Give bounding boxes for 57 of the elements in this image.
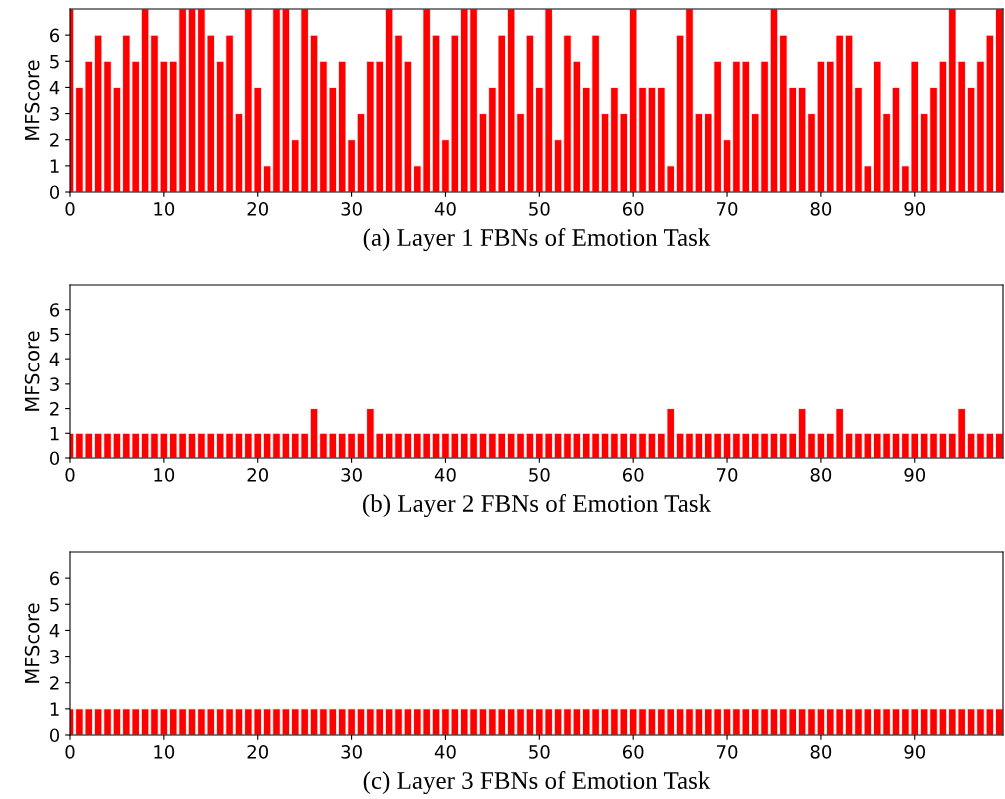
y-tick-label: 3 — [50, 650, 59, 664]
y-tick-label: 3 — [50, 377, 59, 391]
y-axis-title: MFScore — [24, 331, 40, 411]
text: (c) Layer 3 FBNs of Emotion Task — [363, 771, 711, 795]
x-tick-label: 70 — [717, 202, 738, 216]
x-tick-label: 60 — [622, 202, 644, 216]
x-tick-label: 90 — [904, 468, 926, 482]
y-tick-label: 2 — [50, 402, 59, 416]
y-tick-label: 5 — [50, 597, 59, 612]
y-axis-title: MFScore — [24, 603, 40, 683]
text: (a) Layer 1 FBNs of Emotion Task — [363, 228, 711, 252]
x-tick-label: 80 — [810, 745, 832, 759]
y-tick-label: 6 — [50, 303, 60, 317]
y-tick-label: 6 — [50, 571, 60, 586]
x-tick-label: 60 — [622, 468, 644, 482]
y-tick-label: 4 — [49, 624, 60, 638]
y-tick-label: 0 — [49, 185, 60, 200]
y-tick-label: 0 — [49, 728, 60, 743]
y-tick-label: 1 — [50, 159, 59, 173]
x-tick-label: 40 — [434, 745, 456, 759]
x-tick-label: 50 — [529, 468, 550, 482]
y-axis-title: MFScore — [24, 60, 40, 140]
x-tick-label: 10 — [154, 468, 175, 482]
y-tick-label: 1 — [50, 702, 59, 716]
x-tick-label: 0 — [65, 745, 75, 759]
x-tick-label: 10 — [154, 202, 175, 216]
y-tick-label: 4 — [49, 81, 60, 95]
x-tick-label: 90 — [904, 745, 926, 759]
x-tick-label: 20 — [247, 745, 269, 759]
y-tick-label: 5 — [50, 328, 59, 342]
x-tick-label: 40 — [434, 202, 456, 216]
x-tick-label: 40 — [434, 468, 456, 482]
y-tick-label: 2 — [50, 133, 59, 147]
x-tick-label: 60 — [622, 745, 644, 759]
x-tick-label: 50 — [529, 745, 550, 759]
x-tick-label: 0 — [65, 202, 75, 216]
y-tick-label: 4 — [49, 352, 60, 366]
x-tick-label: 70 — [717, 745, 738, 759]
y-tick-label: 3 — [50, 107, 59, 121]
x-tick-label: 10 — [154, 745, 175, 759]
x-tick-label: 90 — [904, 202, 926, 216]
y-tick-label: 0 — [49, 451, 60, 466]
x-tick-label: 50 — [529, 202, 550, 216]
text: (b) Layer 2 FBNs of Emotion Task — [363, 494, 712, 518]
y-tick-label: 1 — [50, 426, 59, 441]
x-tick-label: 80 — [810, 468, 832, 482]
y-tick-label: 2 — [50, 676, 59, 690]
x-tick-label: 30 — [341, 202, 362, 216]
x-tick-label: 30 — [341, 468, 362, 482]
x-tick-label: 70 — [717, 468, 738, 482]
x-tick-label: 20 — [247, 202, 269, 216]
x-tick-label: 0 — [65, 468, 75, 482]
x-tick-label: 30 — [341, 745, 362, 759]
x-tick-label: 20 — [247, 468, 269, 482]
y-tick-label: 6 — [50, 28, 60, 43]
y-tick-label: 5 — [50, 54, 59, 69]
x-tick-label: 80 — [810, 202, 832, 216]
